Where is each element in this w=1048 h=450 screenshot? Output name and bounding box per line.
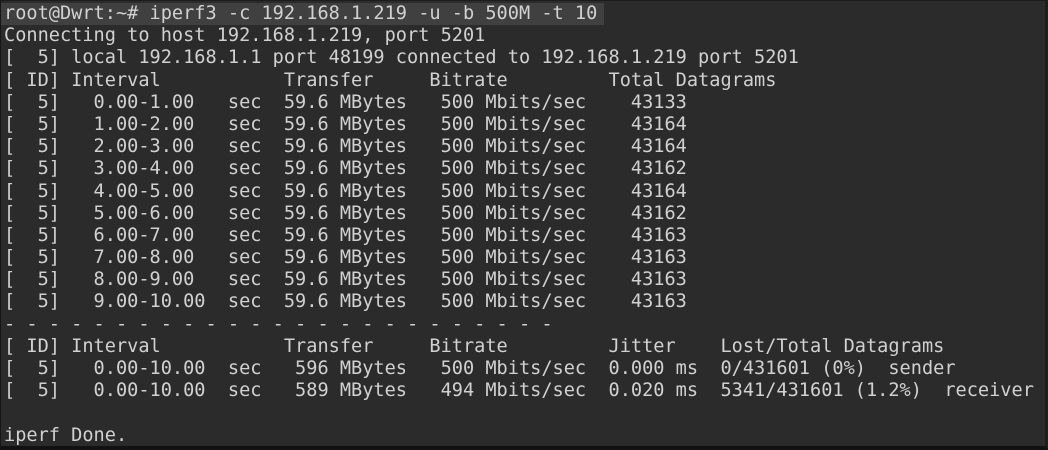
interval-row: [ 5] 7.00-8.00 sec 59.6 MBytes 500 Mbits… [4, 247, 687, 269]
done-message: iperf Done. [4, 424, 128, 446]
interval-row: [ 5] 9.00-10.00 sec 59.6 MBytes 500 Mbit… [4, 291, 687, 313]
interval-row: [ 5] 4.00-5.00 sec 59.6 MBytes 500 Mbits… [4, 180, 687, 202]
interval-row: [ 5] 8.00-9.00 sec 59.6 MBytes 500 Mbits… [4, 269, 687, 291]
summary-table-header: [ ID] Interval Transfer Bitrate Jitter L… [4, 335, 945, 357]
summary-row-sender: [ 5] 0.00-10.00 sec 596 MBytes 500 Mbits… [4, 358, 956, 379]
interval-row: [ 5] 2.00-3.00 sec 59.6 MBytes 500 Mbits… [4, 136, 687, 158]
interval-row: [ 5] 3.00-4.00 sec 59.6 MBytes 500 Mbits… [4, 158, 687, 180]
connecting-message: Connecting to host 192.168.1.219, port 5… [4, 25, 486, 47]
command-line: root@Dwrt:~# iperf3 -c 192.168.1.219 -u … [1, 3, 1045, 26]
interval-row: [ 5] 5.00-6.00 sec 59.6 MBytes 500 Mbits… [4, 202, 687, 224]
command-text: root@Dwrt:~# iperf3 -c 192.168.1.219 -u … [4, 3, 598, 24]
interval-row: [ 5] 6.00-7.00 sec 59.6 MBytes 500 Mbits… [4, 224, 687, 246]
interval-table-header: [ ID] Interval Transfer Bitrate Total Da… [4, 69, 777, 91]
connection-info: [ 5] local 192.168.1.1 port 48199 connec… [4, 47, 799, 69]
interval-row: [ 5] 1.00-2.00 sec 59.6 MBytes 500 Mbits… [4, 113, 687, 135]
separator-line: - - - - - - - - - - - - - - - - - - - - … [4, 313, 553, 335]
blank-line [4, 402, 1045, 424]
summary-row-receiver: [ 5] 0.00-10.00 sec 589 MBytes 494 Mbits… [4, 380, 1034, 402]
interval-row: [ 5] 0.00-1.00 sec 59.6 MBytes 500 Mbits… [4, 91, 687, 113]
